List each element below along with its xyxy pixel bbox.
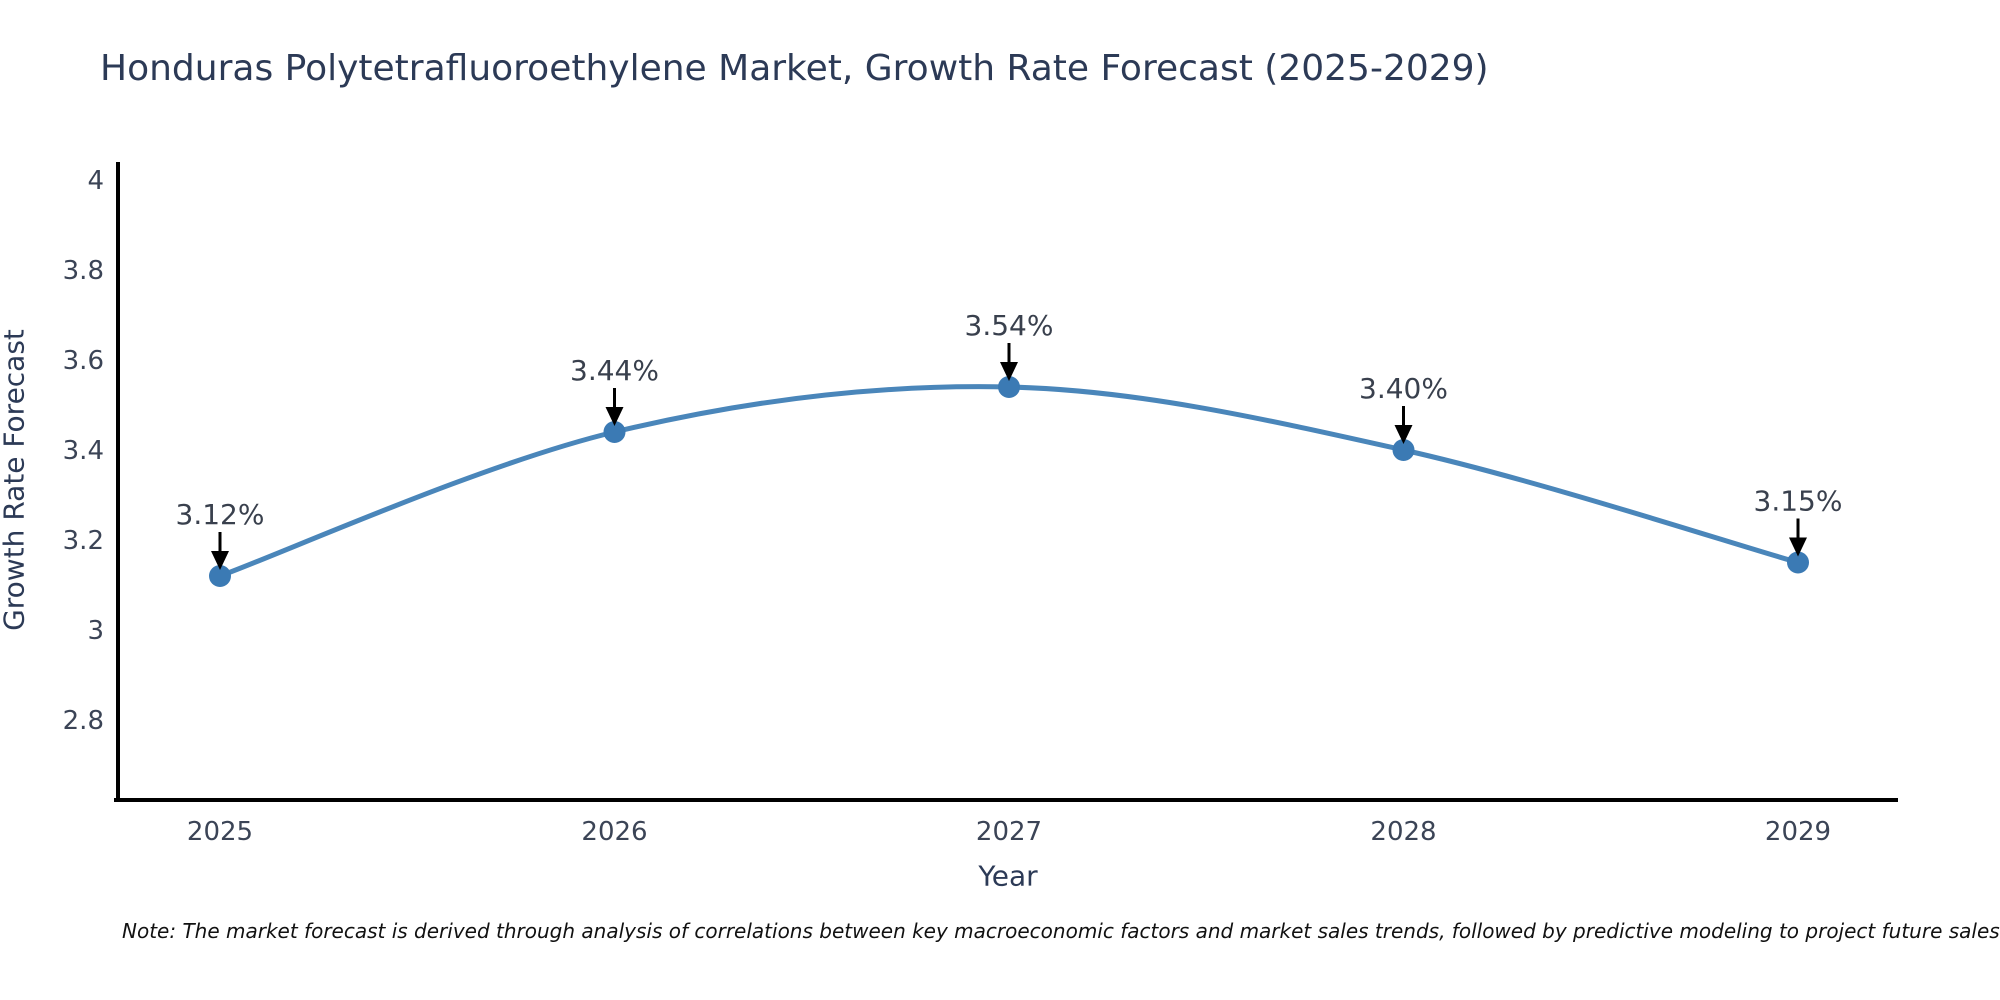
point-annotation: 3.15% <box>1754 485 1843 557</box>
data-point-marker <box>209 565 231 587</box>
data-point-marker <box>1787 551 1809 574</box>
x-tick-label: 2028 <box>1370 817 1436 847</box>
y-tick-label: 3.2 <box>63 526 104 556</box>
y-tick-label: 3.4 <box>63 436 104 466</box>
point-value-label: 3.40% <box>1359 372 1448 405</box>
point-value-label: 3.15% <box>1754 485 1843 518</box>
point-value-label: 3.44% <box>570 354 659 387</box>
data-point-marker <box>998 376 1020 398</box>
chart-title: Honduras Polytetrafluoroethylene Market,… <box>100 48 1489 89</box>
data-point-marker <box>1392 439 1415 461</box>
footnote: Note: The market forecast is derived thr… <box>122 919 2000 943</box>
y-tick-label: 2.8 <box>63 706 104 736</box>
series-line <box>217 384 1801 579</box>
annotation-arrow-head <box>1789 537 1807 557</box>
annotation-arrow-head <box>1394 425 1413 444</box>
x-tick-label: 2029 <box>1765 817 1831 847</box>
point-annotation: 3.44% <box>570 354 659 426</box>
y-tick-label: 3.6 <box>63 346 104 376</box>
point-annotation: 3.54% <box>965 309 1054 381</box>
point-value-label: 3.12% <box>176 498 265 531</box>
x-axis-title: Year <box>978 859 1038 893</box>
y-axis-title: Growth Rate Forecast <box>0 329 31 631</box>
annotation-arrow-head <box>211 551 229 570</box>
x-tick-label: 2026 <box>581 817 647 847</box>
data-point-marker <box>603 421 626 443</box>
point-annotation: 3.12% <box>176 498 265 570</box>
y-tick-label: 4 <box>87 166 104 196</box>
y-tick-label: 3.8 <box>63 256 104 286</box>
point-value-label: 3.54% <box>965 309 1054 342</box>
point-annotation: 3.40% <box>1359 372 1448 444</box>
annotation-arrow-head <box>1000 362 1018 381</box>
annotation-arrow-head <box>605 407 624 426</box>
x-tick-label: 2027 <box>976 817 1042 847</box>
x-tick-label: 2025 <box>187 817 253 847</box>
y-tick-label: 3 <box>87 616 104 646</box>
